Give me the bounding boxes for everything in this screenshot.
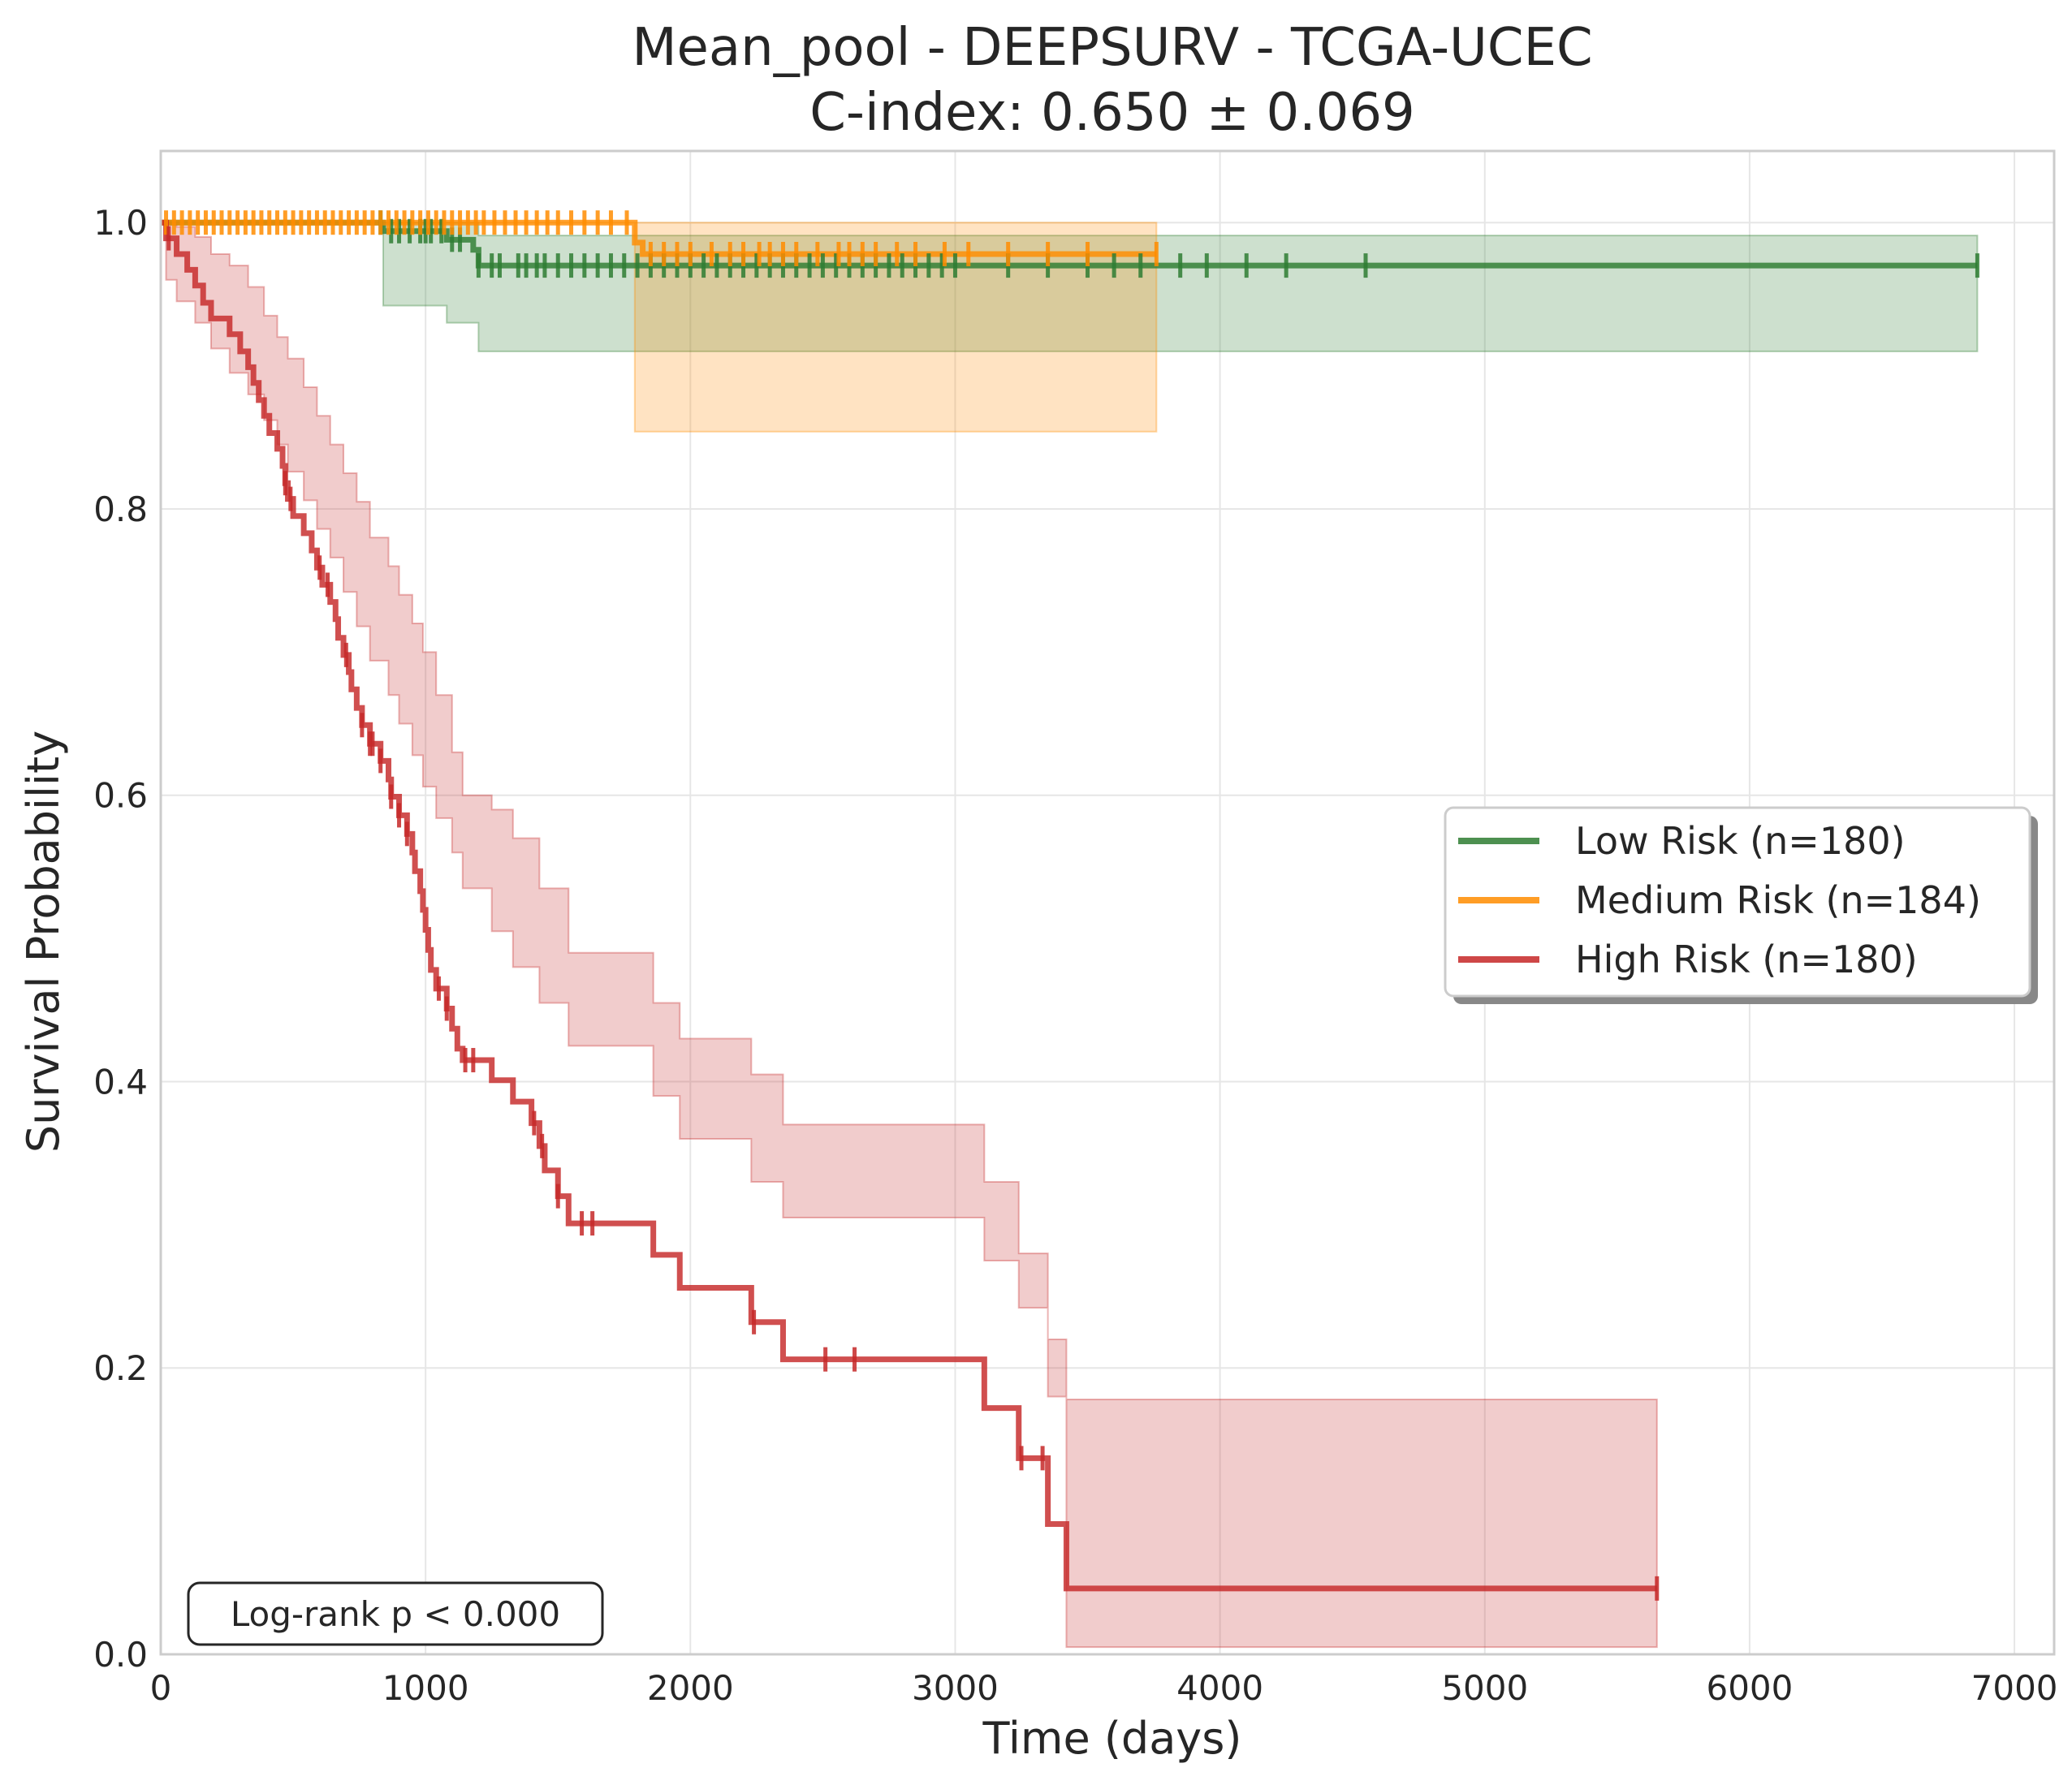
y-tick-label: 0.6: [93, 776, 148, 816]
x-tick-label: 7000: [1971, 1668, 2058, 1708]
censor-marks: [164, 210, 1979, 1601]
logrank-annotation: Log-rank p < 0.000: [187, 1581, 604, 1646]
legend-box: [1444, 806, 2031, 998]
chart-title: Mean_pool - DEEPSURV - TCGA-UCEC: [632, 18, 1592, 78]
x-tick-label: 6000: [1706, 1668, 1793, 1708]
legend: Low Risk (n=180) Medium Risk (n=184) Hig…: [1444, 806, 2038, 1004]
confidence-bands: [161, 222, 1979, 1649]
y-tick-label: 1.0: [93, 203, 148, 243]
annotation-box: [187, 1581, 604, 1646]
chart-subtitle: C-index: 0.650 ± 0.069: [809, 83, 1415, 143]
x-axis-ticks: 0 1000 2000 3000 4000 5000 6000 7000: [150, 1668, 2058, 1708]
x-tick-label: 1000: [382, 1668, 469, 1708]
x-tick-label: 3000: [912, 1668, 999, 1708]
y-tick-label: 0.2: [93, 1348, 148, 1388]
legend-label-low: Low Risk (n=180): [1575, 819, 1906, 863]
plot-area-frame: [159, 149, 2056, 1656]
x-tick-label: 4000: [1176, 1668, 1263, 1708]
x-axis-label: Time (days): [982, 1713, 1242, 1764]
y-axis-label: Survival Probability: [18, 731, 69, 1153]
y-tick-label: 0.4: [93, 1062, 148, 1102]
annotation-text: Log-rank p < 0.000: [231, 1594, 560, 1634]
x-tick-label: 2000: [647, 1668, 734, 1708]
legend-label-high: High Risk (n=180): [1575, 938, 1918, 981]
y-axis-ticks: 0.0 0.2 0.4 0.6 0.8 1.0: [93, 203, 148, 1675]
legend-label-medium: Medium Risk (n=184): [1575, 878, 1981, 922]
y-tick-label: 0.8: [93, 489, 148, 529]
x-tick-label: 0: [150, 1668, 172, 1708]
x-tick-label: 5000: [1441, 1668, 1528, 1708]
ci-band-high: [161, 222, 1658, 1649]
y-tick-label: 0.0: [93, 1635, 148, 1675]
